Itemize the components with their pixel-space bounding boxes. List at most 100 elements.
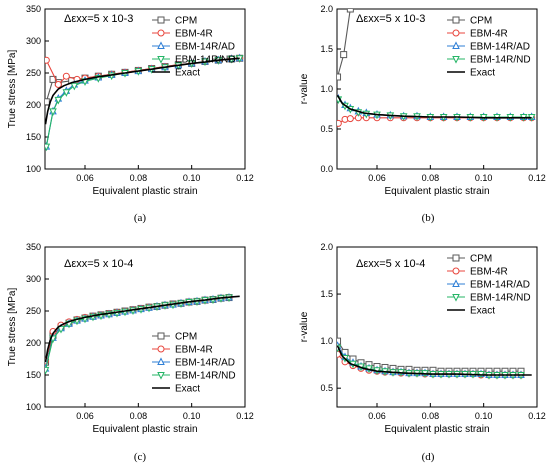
chart-panel-4: 0.06 0.08 0.10 0.12 0.5 1.0 1.5 2.0 Equivalent p… [299, 242, 546, 435]
y-tick-label: 300 [26, 36, 41, 46]
legend-entry-ebm-4r: EBM-4R [470, 29, 508, 40]
y-tick-label: 1.0 [320, 336, 333, 346]
data-area [337, 9, 536, 127]
legend-swatch-marker [452, 294, 460, 302]
data-area [45, 53, 244, 152]
y-axis-label: True stress [MPa] [7, 288, 18, 367]
chart-panel-1: 0.06 0.08 0.10 0.12 100 150 200 250 300 350 Equiva… [7, 4, 254, 197]
x-tick-label: 0.12 [236, 411, 254, 421]
y-tick-label: 2.0 [320, 242, 333, 252]
legend-entry-cpm: CPM [470, 254, 492, 265]
y-tick-label: 1.0 [320, 84, 333, 94]
series-line-exact [45, 295, 240, 363]
data-point-cpm [346, 9, 354, 13]
data-point-ebm-4r [45, 56, 50, 64]
legend-entry-ebm-4r: EBM-4R [175, 29, 213, 40]
data-point-ebm-14r-nd [54, 96, 63, 105]
legend-entry-ebm-14r-nd: EBM-14R/ND [175, 55, 236, 66]
data-point-ebm-14r-nd [45, 366, 50, 375]
legend-entry-exact: Exact [470, 306, 495, 317]
legend-swatch-marker [157, 357, 165, 365]
x-tick-label: 0.12 [528, 411, 546, 421]
data-point-cpm [337, 73, 342, 81]
legend-swatch-marker [452, 254, 460, 262]
x-axis-label: Equivalent plastic strain [384, 424, 489, 435]
legend: CPM EBM-4R EBM-14R/AD EBM-14R/ND Exact [447, 16, 531, 79]
y-tick-label: 1.5 [320, 289, 333, 299]
legend-entry-cpm: CPM [470, 16, 492, 27]
x-tick-label: 0.06 [76, 173, 94, 183]
legend: CPM EBM-4R EBM-14R/AD EBM-14R/ND Exact [447, 254, 531, 317]
x-tick-label: 0.10 [183, 411, 201, 421]
legend-swatch-marker [452, 41, 460, 49]
series-line-ebm-14r-nd [45, 57, 240, 147]
legend-entry-exact: Exact [470, 68, 495, 79]
panel-caption-b: (b) [422, 212, 435, 224]
data-point-ebm-4r [54, 81, 62, 89]
strain-increment-annotation: Δεxx=5 x 10-3 [356, 13, 425, 25]
y-tick-label: 300 [26, 274, 41, 284]
chart-panel-3: 0.06 0.08 0.10 0.12 100 150 200 250 300 350 Equiva… [7, 242, 254, 435]
y-tick-label: 1.5 [320, 44, 333, 54]
plot-frame [44, 8, 246, 170]
y-tick-label: 200 [26, 338, 41, 348]
data-point-cpm [340, 51, 348, 59]
y-tick-label: 100 [26, 164, 41, 174]
legend-entry-ebm-14r-nd: EBM-14R/ND [470, 55, 531, 66]
legend-swatch-marker [157, 345, 165, 353]
x-tick-label: 0.12 [528, 173, 546, 183]
legend: CPM EBM-4R EBM-14R/AD EBM-14R/ND Exact [152, 16, 236, 79]
x-axis-label: Equivalent plastic strain [92, 424, 197, 435]
data-area [337, 337, 532, 380]
data-point-ebm-4r [346, 115, 354, 123]
legend-entry-ebm-14r-ad: EBM-14R/AD [175, 42, 235, 53]
data-point-ebm-14r-nd [49, 108, 57, 117]
series-line-ebm-14r-ad [45, 57, 240, 147]
y-axis-label: r-value [299, 73, 310, 104]
y-tick-label: 0.5 [320, 383, 333, 393]
x-tick-label: 0.06 [368, 173, 386, 183]
legend-entry-cpm: CPM [175, 332, 197, 343]
x-tick-label: 0.10 [183, 173, 201, 183]
y-tick-label: 100 [26, 402, 41, 412]
data-point-ebm-14r-nd [62, 89, 71, 97]
data-point-ebm-4r [337, 119, 342, 127]
legend-swatch-marker [157, 41, 165, 49]
data-point-ebm-14r-nd [70, 82, 79, 91]
strain-increment-annotation: Δεxx=5 x 10-3 [64, 13, 133, 25]
y-tick-label: 350 [26, 4, 41, 14]
y-axis-label: True stress [MPa] [7, 50, 18, 129]
x-tick-label: 0.12 [236, 173, 254, 183]
x-tick-label: 0.10 [475, 173, 493, 183]
data-point-ebm-14r-nd [45, 143, 51, 152]
y-tick-label: 0.0 [320, 164, 333, 174]
series-line-cpm [337, 340, 521, 372]
series-line-cpm [337, 9, 351, 78]
legend-swatch-marker [452, 279, 460, 287]
legend-entry-ebm-4r: EBM-4R [470, 267, 508, 278]
data-area [45, 292, 240, 375]
series-line-exact [45, 57, 240, 125]
y-tick-label: 250 [26, 68, 41, 78]
legend-entry-exact: Exact [175, 384, 200, 395]
legend-swatch-marker [157, 372, 165, 380]
legend-entry-ebm-4r: EBM-4R [175, 345, 213, 356]
legend-entry-ebm-14r-ad: EBM-14R/AD [470, 42, 530, 53]
series-line-exact [337, 345, 532, 376]
legend-entry-exact: Exact [175, 68, 200, 79]
legend-swatch-marker [452, 29, 460, 37]
legend-swatch-marker [157, 29, 165, 37]
strain-increment-annotation: Δεxx=5 x 10-4 [64, 258, 133, 270]
legend-swatch-marker [157, 332, 165, 340]
panel-caption-a: (a) [134, 212, 147, 224]
legend-entry-ebm-14r-ad: EBM-14R/AD [470, 280, 530, 291]
data-point-ebm-14r-nd [57, 325, 65, 334]
data-point-cpm [45, 98, 50, 106]
panel-caption-c: (c) [134, 451, 147, 463]
x-tick-label: 0.08 [130, 173, 148, 183]
legend-swatch-marker [452, 16, 460, 24]
panel-caption-d: (d) [422, 451, 435, 463]
data-point-ebm-4r [62, 72, 70, 80]
y-tick-label: 0.5 [320, 124, 333, 134]
